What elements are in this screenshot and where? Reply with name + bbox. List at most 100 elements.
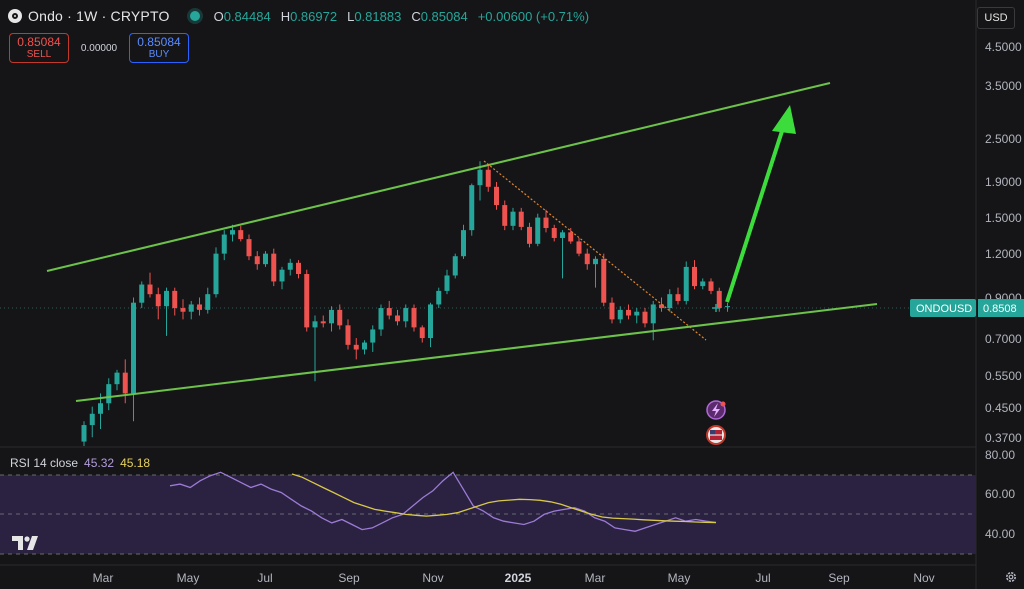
sell-label: SELL [26, 49, 52, 61]
candle-body [617, 309, 623, 320]
symbol-title[interactable]: Ondo · 1W · CRYPTO [28, 8, 170, 24]
candle-body [370, 329, 376, 343]
candle-body [362, 342, 367, 350]
ohlc-low: L0.81883 [347, 8, 402, 24]
ohlc-change: +0.00600 (+0.71%) [477, 8, 590, 24]
channel-upper-line[interactable] [46, 82, 831, 272]
candle-body [609, 302, 615, 320]
channel-lower-line[interactable] [75, 303, 878, 402]
candle-body [716, 290, 722, 309]
candle-body [279, 269, 285, 282]
time-axis-label: Nov [422, 571, 443, 585]
price-axis-label: 4.5000 [985, 40, 1022, 54]
ondo-logo-icon [8, 9, 22, 23]
lightning-icon [712, 403, 720, 417]
rsi-label: RSI 14 close [10, 456, 79, 470]
candle-body [576, 241, 582, 254]
time-axis-label: Sep [338, 571, 360, 585]
rsi-ma-value: 45.18 [120, 456, 151, 470]
candle-body [708, 281, 714, 291]
candle-body [188, 304, 194, 312]
time-axis-label: Sep [828, 571, 850, 585]
us-flag-event-icon[interactable] [706, 425, 726, 445]
candle-body [114, 372, 120, 385]
breakout-arrow-head [772, 105, 796, 134]
ohlc-open: O0.84484 [213, 8, 271, 24]
market-status-icon[interactable] [189, 11, 200, 21]
price-axis-label: 0.5500 [985, 369, 1022, 383]
currency-selector[interactable]: USD [977, 7, 1015, 29]
buy-label: BUY [148, 49, 170, 61]
candle-body [353, 344, 359, 350]
candle-body [510, 211, 516, 226]
price-axis-label: 0.4500 [985, 401, 1022, 415]
candle-body [436, 290, 442, 305]
notification-dot [720, 401, 726, 407]
candle-body [287, 262, 293, 270]
candle-body [659, 304, 664, 309]
candle-body [81, 425, 87, 442]
rsi-ma-line [291, 473, 717, 524]
candle-body [246, 239, 252, 257]
candle-body [634, 311, 640, 316]
buy-price: 0.85084 [137, 34, 181, 49]
time-axis-year-label: 2025 [505, 571, 532, 585]
sell-button[interactable]: 0.85084 SELL [9, 33, 69, 63]
candle-body [147, 284, 153, 295]
flash-event-icon[interactable] [706, 400, 726, 420]
price-axis-label: 1.9000 [985, 175, 1022, 189]
price-axis-label: 1.2000 [985, 247, 1022, 261]
candle-body [485, 169, 491, 187]
candle-body [535, 217, 541, 244]
candle-body [428, 304, 433, 339]
candle-body [89, 413, 95, 426]
candle-body [106, 384, 112, 404]
candle-body [197, 304, 202, 310]
time-axis[interactable]: Mar May Jul Sep Nov 2025 Mar May Jul Sep… [0, 564, 976, 585]
price-axis-label: 3.5000 [985, 79, 1022, 93]
price-axis[interactable]: 4.5000 3.5000 2.5000 1.9000 1.5000 1.200… [910, 0, 1024, 589]
candle-body [444, 275, 450, 291]
time-axis-label: Jul [755, 571, 770, 585]
tradingview-logo-icon[interactable] [12, 536, 42, 550]
candlestick-series [81, 161, 730, 446]
rsi-legend[interactable]: RSI 14 close 45.32 45.18 [10, 456, 150, 470]
current-price-tag [978, 299, 1024, 317]
rsi-axis-label: 80.00 [985, 448, 1015, 462]
candle-body [692, 266, 697, 287]
candle-body [329, 309, 334, 324]
candle-body [683, 266, 689, 301]
candle-body [320, 321, 326, 324]
symbol-header[interactable]: Ondo · 1W · CRYPTO O0.84484 H0.86972 L0.… [8, 8, 589, 24]
time-axis-label: Mar [585, 571, 606, 585]
candle-body [461, 230, 466, 257]
ohlc-high: H0.86972 [280, 8, 338, 24]
candle-body [527, 226, 532, 244]
price-pane[interactable] [0, 30, 976, 446]
candle-body [98, 403, 103, 414]
candle-body [725, 306, 730, 308]
time-axis-label: May [668, 571, 691, 585]
buy-button[interactable]: 0.85084 BUY [129, 33, 189, 63]
price-axis-label: 2.5000 [985, 132, 1022, 146]
downtrend-line[interactable] [483, 160, 707, 341]
candle-body [411, 308, 417, 328]
candle-body [568, 232, 574, 242]
candle-body [205, 294, 211, 310]
candle-body [675, 294, 681, 301]
symbol-price-tag [910, 299, 976, 317]
candle-body [494, 186, 499, 206]
breakout-arrow[interactable] [725, 105, 796, 303]
price-axis-label: 0.7000 [985, 332, 1022, 346]
settings-gear-icon[interactable] [1004, 570, 1018, 584]
sell-price: 0.85084 [17, 34, 61, 49]
time-axis-label: May [177, 571, 200, 585]
candle-body [395, 315, 400, 322]
candle-body [700, 281, 706, 287]
candle-body [650, 304, 656, 324]
time-axis-label: Jul [257, 571, 272, 585]
candle-body [469, 185, 475, 231]
rsi-pane[interactable]: 80.00 60.00 40.00 [0, 446, 1015, 555]
candle-body [584, 253, 590, 265]
